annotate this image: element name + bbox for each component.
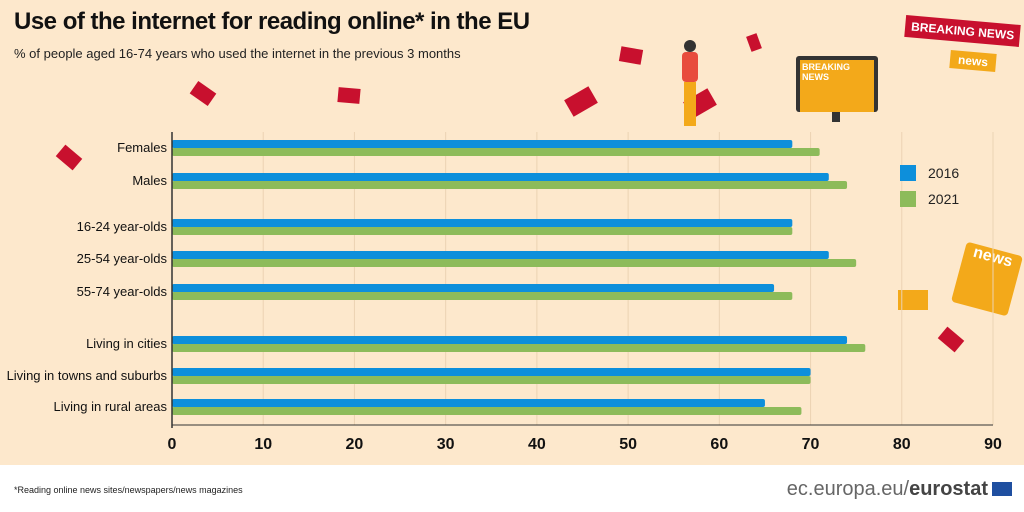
tv-screen-icon: BREAKING NEWS: [796, 56, 878, 112]
bar-2016: [172, 284, 775, 292]
bar-2021: [172, 227, 793, 235]
bar-2016: [172, 251, 829, 259]
brand-name: eurostat: [909, 478, 988, 500]
legend-swatch-2021: [900, 191, 916, 207]
bar-2021: [172, 407, 802, 415]
bar-2021: [172, 181, 848, 189]
category-label: Living in rural areas: [54, 399, 168, 414]
category-label: Females: [117, 140, 167, 155]
category-label: 55-74 year-olds: [77, 284, 168, 299]
bar-2016: [172, 219, 793, 227]
x-tick-label: 20: [346, 436, 364, 453]
x-tick-label: 80: [893, 436, 911, 453]
bar-2016: [172, 399, 765, 407]
bar-2021: [172, 344, 866, 352]
category-label: Males: [132, 173, 167, 188]
category-label: 25-54 year-olds: [77, 251, 168, 266]
x-tick-label: 70: [802, 436, 820, 453]
category-label: 16-24 year-olds: [77, 219, 168, 234]
x-tick-label: 90: [984, 436, 1002, 453]
bar-chart: 0 10 20 30 40 50 60 70 80 90 Females Males 16-24 yea…: [7, 132, 1002, 453]
x-tick-label: 60: [710, 436, 728, 453]
x-tick-label: 40: [528, 436, 546, 453]
bar-2021: [172, 376, 811, 384]
bar-2021: [172, 292, 793, 300]
brand-domain: ec.europa.eu/: [786, 478, 910, 500]
x-tick-label: 30: [437, 436, 455, 453]
footer: *Reading online news sites/newspapers/ne…: [0, 465, 1024, 512]
bar-2016: [172, 336, 848, 344]
legend-label: 2016: [928, 165, 959, 181]
chart-subtitle: % of people aged 16-74 years who used th…: [14, 46, 461, 61]
woman-reading-illustration: [680, 40, 700, 132]
legend-label: 2021: [928, 191, 959, 207]
tv-stand: [832, 112, 840, 122]
footnote: *Reading online news sites/newspapers/ne…: [14, 485, 243, 495]
eurostat-link[interactable]: ec.europa.eu/eurostat: [787, 478, 988, 501]
bar-2016: [172, 140, 793, 148]
bar-2016: [172, 368, 811, 376]
chart-title: Use of the internet for reading online* …: [14, 8, 530, 35]
chat-bubble-icon: [898, 290, 928, 310]
x-tick-label: 0: [168, 436, 177, 453]
bar-2016: [172, 173, 829, 181]
x-tick-label: 10: [254, 436, 272, 453]
eu-flag-icon: [992, 482, 1012, 496]
category-label: Living in towns and suburbs: [7, 368, 168, 383]
category-label: Living in cities: [86, 336, 167, 351]
x-tick-label: 50: [619, 436, 637, 453]
bar-2021: [172, 259, 857, 267]
legend-swatch-2016: [900, 165, 916, 181]
bar-2021: [172, 148, 820, 156]
